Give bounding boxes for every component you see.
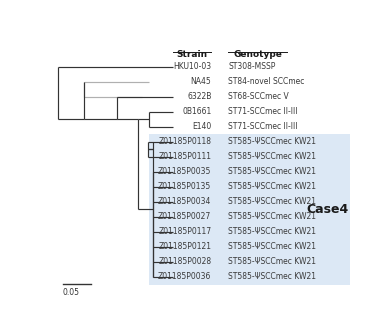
Text: HKU10-03: HKU10-03	[173, 62, 211, 71]
Text: ST585-ΨSCCmec KW21: ST585-ΨSCCmec KW21	[228, 167, 316, 176]
Text: Z01185P0118: Z01185P0118	[158, 137, 211, 146]
Text: NA45: NA45	[191, 77, 211, 86]
Text: Z01185P0028: Z01185P0028	[158, 257, 211, 266]
Text: E140: E140	[192, 122, 211, 131]
Text: Z01185P0135: Z01185P0135	[158, 182, 211, 191]
Text: ST68-SCCmec V: ST68-SCCmec V	[228, 92, 289, 101]
Text: ST585-ΨSCCmec KW21: ST585-ΨSCCmec KW21	[228, 257, 316, 266]
Text: Z01185P0121: Z01185P0121	[158, 242, 211, 251]
Text: 0.05: 0.05	[63, 287, 80, 297]
Text: Genotype: Genotype	[233, 50, 282, 59]
Text: Case4: Case4	[306, 203, 349, 216]
Text: ST71-SCCmec II-III: ST71-SCCmec II-III	[228, 122, 298, 131]
Text: ST585-ΨSCCmec KW21: ST585-ΨSCCmec KW21	[228, 212, 316, 221]
Text: 0B1661: 0B1661	[182, 107, 211, 116]
Text: ST71-SCCmec II-III: ST71-SCCmec II-III	[228, 107, 298, 116]
Text: Z01185P0027: Z01185P0027	[158, 212, 211, 221]
Text: ST585-ΨSCCmec KW21: ST585-ΨSCCmec KW21	[228, 272, 316, 281]
Text: Z01185P0117: Z01185P0117	[158, 227, 211, 236]
Text: 6322B: 6322B	[187, 92, 211, 101]
Text: Z01185P0034: Z01185P0034	[158, 197, 211, 206]
Text: ST585-ΨSCCmec KW21: ST585-ΨSCCmec KW21	[228, 197, 316, 206]
Text: ST585-ΨSCCmec KW21: ST585-ΨSCCmec KW21	[228, 137, 316, 146]
Text: Strain: Strain	[177, 50, 208, 59]
Text: Z01185P0036: Z01185P0036	[158, 272, 211, 281]
Text: ST585-ΨSCCmec KW21: ST585-ΨSCCmec KW21	[228, 152, 316, 161]
Text: ST585-ΨSCCmec KW21: ST585-ΨSCCmec KW21	[228, 182, 316, 191]
Text: ST585-ΨSCCmec KW21: ST585-ΨSCCmec KW21	[228, 242, 316, 251]
Text: ST84-novel SCCmec: ST84-novel SCCmec	[228, 77, 305, 86]
Text: Z01185P0111: Z01185P0111	[158, 152, 211, 161]
Text: ST585-ΨSCCmec KW21: ST585-ΨSCCmec KW21	[228, 227, 316, 236]
Text: Z01185P0035: Z01185P0035	[158, 167, 211, 176]
Bar	[149, 134, 350, 285]
Text: ST308-MSSP: ST308-MSSP	[228, 62, 276, 71]
